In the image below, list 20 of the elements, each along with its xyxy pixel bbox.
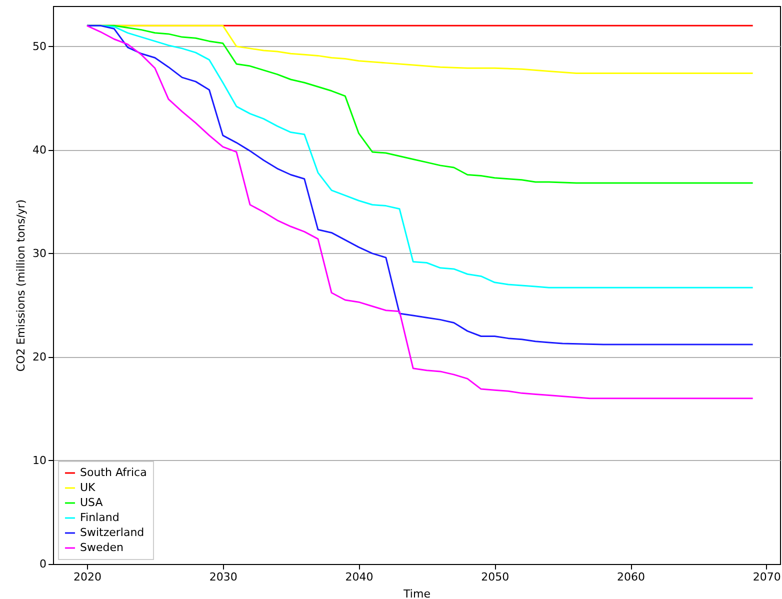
y-axis-title: CO2 Emissions (million tons/yr) <box>14 199 28 372</box>
x-tick-label: 2060 <box>617 570 646 584</box>
x-tick-label: 2040 <box>345 570 374 584</box>
legend-label: Sweden <box>80 541 124 554</box>
legend-label: South Africa <box>80 466 147 479</box>
legend-label: USA <box>80 496 104 509</box>
legend-label: Switzerland <box>80 526 144 539</box>
x-tick-label: 2020 <box>73 570 102 584</box>
x-tick-label: 2050 <box>481 570 510 584</box>
legend-label: UK <box>80 481 96 494</box>
x-axis-title: Time <box>402 588 431 599</box>
y-tick-label: 0 <box>40 558 46 570</box>
y-tick-label: 40 <box>32 143 46 156</box>
x-tick-label: 2070 <box>752 570 781 584</box>
y-tick-label: 20 <box>32 350 46 364</box>
y-tick-label: 10 <box>32 454 46 467</box>
x-tick-label: 2030 <box>209 570 238 584</box>
y-tick-label: 50 <box>32 40 46 53</box>
y-tick-label: 30 <box>32 246 46 260</box>
legend-label: Finland <box>80 511 120 524</box>
